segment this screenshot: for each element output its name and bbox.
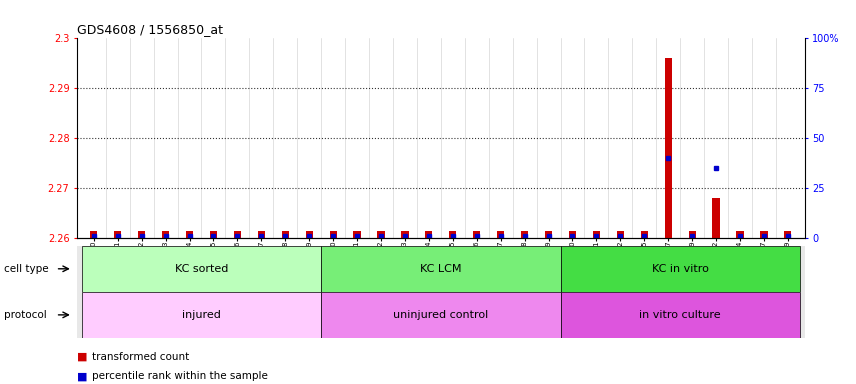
Bar [593,230,600,238]
Text: KC in vitro: KC in vitro [651,264,709,274]
Text: KC sorted: KC sorted [175,264,229,274]
Bar [425,230,432,238]
Bar [664,58,672,238]
Bar [561,246,800,292]
Bar [354,230,360,238]
Bar [234,230,241,238]
Text: ■: ■ [77,352,87,362]
Bar [569,230,576,238]
Text: KC LCM: KC LCM [420,264,461,274]
Bar [210,230,217,238]
Bar [186,230,193,238]
Bar [321,246,561,292]
Bar [114,230,122,238]
Bar [90,230,98,238]
Text: percentile rank within the sample: percentile rank within the sample [92,371,268,381]
Bar [321,292,561,338]
Bar [162,230,169,238]
Bar [258,230,265,238]
Bar [401,230,408,238]
Bar [449,230,456,238]
Text: injured: injured [182,310,221,320]
Bar [617,230,624,238]
Bar [688,230,696,238]
Bar [497,230,504,238]
Bar [521,230,528,238]
Bar [760,230,768,238]
Text: in vitro culture: in vitro culture [639,310,721,320]
Bar [377,230,384,238]
Bar [306,230,312,238]
Bar [561,292,800,338]
Text: cell type: cell type [4,264,49,274]
Bar [545,230,552,238]
Bar [473,230,480,238]
Bar [82,292,321,338]
Bar [82,246,321,292]
Text: ■: ■ [77,371,87,381]
Bar [640,230,648,238]
Bar [282,230,288,238]
Bar [138,230,146,238]
Bar [330,230,336,238]
Bar [736,230,744,238]
Text: protocol: protocol [4,310,47,320]
Text: uninjured control: uninjured control [393,310,489,320]
Bar [784,230,792,238]
Text: GDS4608 / 1556850_at: GDS4608 / 1556850_at [77,23,223,36]
Text: transformed count: transformed count [92,352,190,362]
Bar [712,198,720,238]
